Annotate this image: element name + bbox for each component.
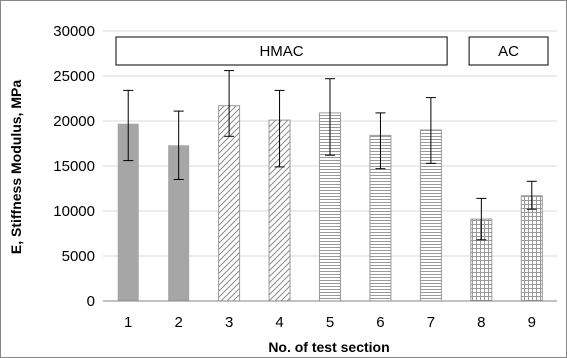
y-axis-title: E, Stiffness Modulus, MPa: [8, 80, 24, 254]
x-tick-label: 7: [427, 314, 435, 331]
x-tick-label: 9: [528, 314, 536, 331]
group-labels: HMAC AC: [115, 36, 549, 66]
y-tick-label: 30000: [53, 23, 95, 40]
group-label: AC: [498, 43, 519, 60]
x-tick-label: 4: [275, 314, 283, 331]
bar: [520, 195, 543, 302]
x-tick-label: 8: [477, 314, 485, 331]
y-tick-label: 15000: [53, 158, 95, 175]
group-label: HMAC: [259, 43, 303, 60]
bar: [168, 145, 190, 301]
y-axis-ticks: 0 5000 10000 15000 20000 25000 30000: [53, 23, 95, 310]
x-tick-label: 1: [124, 314, 132, 331]
x-axis-title: No. of test section: [268, 339, 389, 355]
bars: [117, 105, 543, 302]
y-tick-label: 5000: [62, 248, 95, 265]
group-box: [115, 36, 448, 66]
y-tick-label: 20000: [53, 113, 95, 130]
x-axis-ticks: 1 2 3 4 5 6 7 8 9: [124, 314, 536, 331]
bar: [117, 123, 139, 301]
x-tick-label: 2: [174, 314, 182, 331]
y-tick-label: 10000: [53, 203, 95, 220]
x-tick-label: 3: [225, 314, 233, 331]
error-bars: [123, 70, 537, 241]
y-tick-label: 0: [87, 293, 95, 310]
y-tick-label: 25000: [53, 68, 95, 85]
x-tick-label: 6: [376, 314, 384, 331]
group-box: [468, 36, 549, 66]
x-tick-label: 5: [326, 314, 334, 331]
